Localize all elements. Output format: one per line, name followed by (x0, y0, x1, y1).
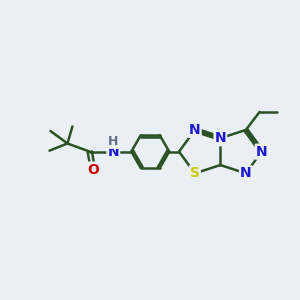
Text: H: H (108, 135, 119, 148)
Text: N: N (256, 145, 267, 159)
Text: N: N (107, 145, 119, 159)
Text: S: S (190, 166, 200, 180)
Text: N: N (214, 131, 226, 145)
Text: N: N (240, 166, 252, 180)
Text: N: N (189, 123, 201, 137)
Text: O: O (87, 163, 99, 177)
